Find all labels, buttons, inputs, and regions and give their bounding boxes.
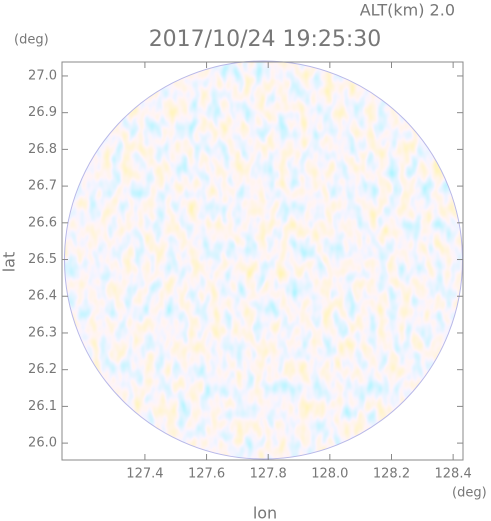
x-tick-label: 127.6 <box>188 467 225 482</box>
x-tick-label: 128.0 <box>311 467 348 482</box>
x-tick-label: 128.2 <box>373 467 410 482</box>
x-tick-label: 127.4 <box>126 467 163 482</box>
y-tick-label: 26.9 <box>28 105 57 120</box>
x-tick-label: 127.8 <box>250 467 287 482</box>
x-tick-label: 128.4 <box>435 467 472 482</box>
x-axis-label: lon <box>253 504 277 521</box>
y-tick-label: 26.0 <box>28 436 57 451</box>
x-unit: (deg) <box>452 486 487 501</box>
radar-field <box>64 61 463 459</box>
y-tick-label: 26.1 <box>28 399 57 414</box>
y-tick-label: 27.0 <box>28 68 57 83</box>
y-tick-label: 26.4 <box>28 289 57 304</box>
plot-frame <box>61 61 464 461</box>
y-tick-label: 26.8 <box>28 142 57 157</box>
y-tick-label: 26.5 <box>28 252 57 267</box>
y-tick-label: 26.6 <box>28 215 57 230</box>
y-tick-label: 26.3 <box>28 325 57 340</box>
y-unit: (deg) <box>14 33 49 48</box>
y-axis-label: lat <box>0 252 19 273</box>
chart-title: 2017/10/24 19:25:30 <box>149 27 382 52</box>
y-tick-label: 26.2 <box>28 362 57 377</box>
subtitle: ALT(km) 2.0 <box>360 1 455 20</box>
y-tick-label: 26.7 <box>28 179 57 194</box>
